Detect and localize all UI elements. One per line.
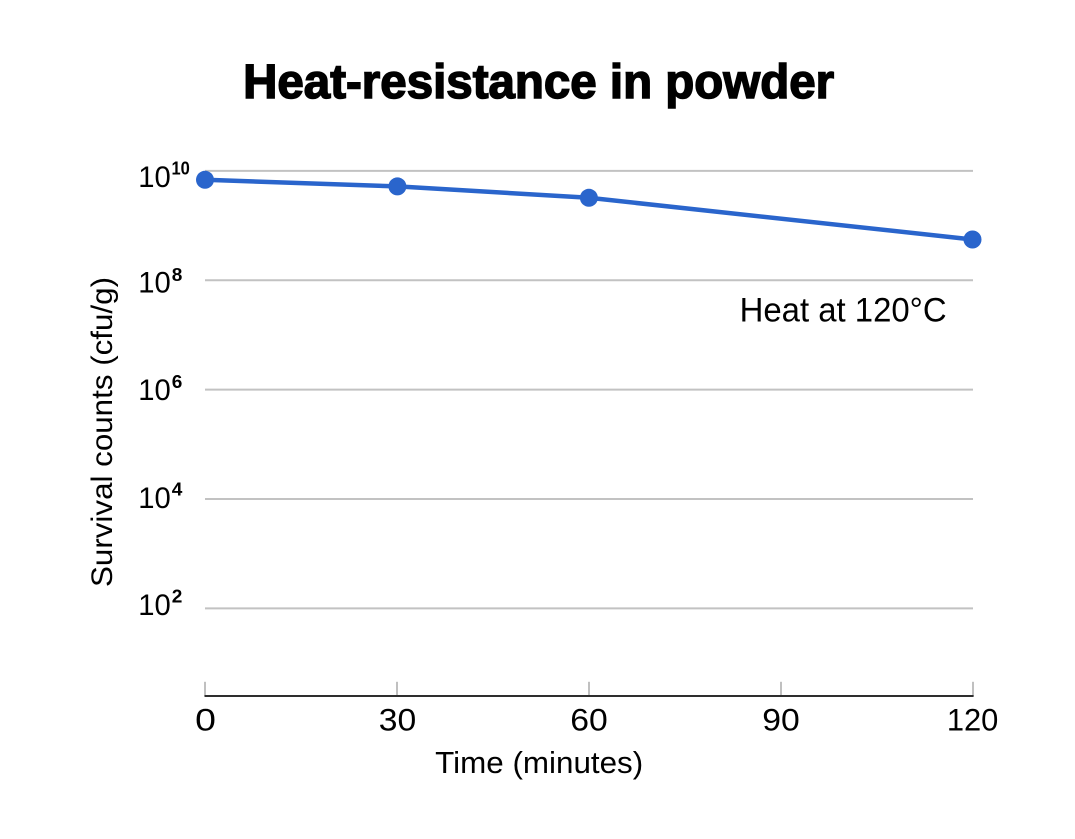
svg-text:6: 6 [172, 372, 183, 392]
svg-text:10: 10 [138, 374, 171, 407]
svg-text:30: 30 [379, 702, 417, 738]
svg-text:10: 10 [138, 482, 171, 515]
svg-text:Survival counts (cfu/g): Survival counts (cfu/g) [86, 277, 119, 587]
svg-text:Time (minutes): Time (minutes) [435, 746, 643, 780]
svg-text:8: 8 [172, 265, 183, 285]
svg-text:10: 10 [138, 161, 171, 194]
svg-text:120: 120 [947, 702, 999, 738]
svg-text:4: 4 [172, 480, 183, 500]
svg-text:0: 0 [195, 702, 216, 738]
svg-text:10: 10 [172, 158, 190, 178]
svg-text:90: 90 [762, 702, 800, 738]
svg-text:10: 10 [138, 267, 171, 300]
svg-text:10: 10 [138, 589, 171, 622]
svg-text:Heat-resistance in powder: Heat-resistance in powder [243, 56, 834, 109]
svg-text:Heat at 120°C: Heat at 120°C [740, 292, 947, 330]
svg-text:2: 2 [172, 586, 183, 606]
svg-text:60: 60 [570, 702, 608, 738]
